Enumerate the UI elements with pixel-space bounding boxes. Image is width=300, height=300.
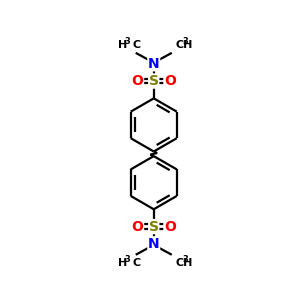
Text: 3: 3	[125, 256, 131, 265]
Text: C: C	[133, 258, 141, 268]
Text: 3: 3	[125, 37, 131, 46]
Text: N: N	[148, 237, 160, 251]
Text: S: S	[149, 220, 159, 234]
Text: O: O	[132, 220, 143, 234]
Text: CH: CH	[175, 258, 192, 268]
Text: O: O	[164, 220, 176, 234]
Text: S: S	[149, 74, 159, 88]
Text: H: H	[118, 40, 127, 50]
Text: 3: 3	[182, 37, 188, 46]
Text: H: H	[118, 258, 127, 268]
Text: C: C	[133, 40, 141, 50]
Text: O: O	[132, 74, 143, 88]
Text: O: O	[164, 74, 176, 88]
Text: 3: 3	[182, 256, 188, 265]
Text: CH: CH	[175, 40, 192, 50]
Text: N: N	[148, 57, 160, 71]
